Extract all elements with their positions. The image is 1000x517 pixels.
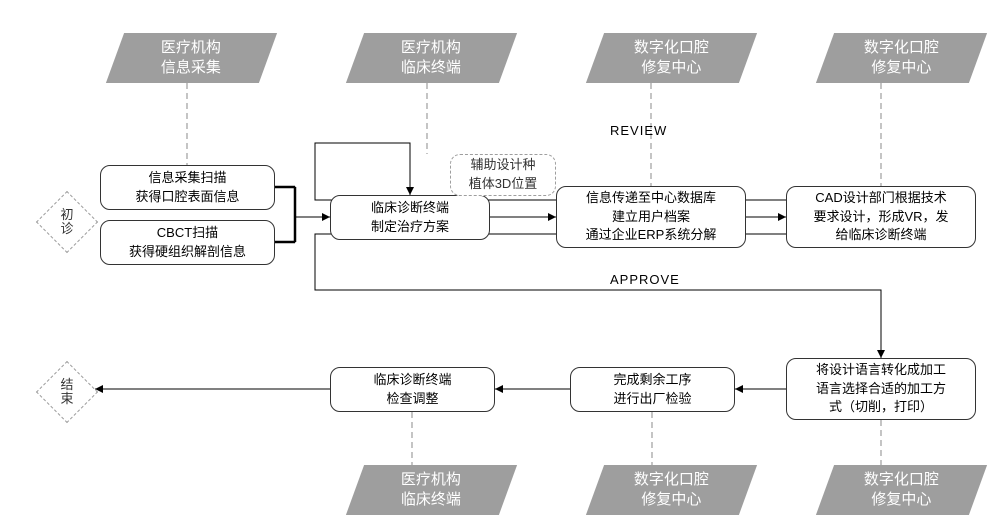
header-h4: 数字化口腔 修复中心 bbox=[816, 33, 987, 83]
node-n4: 信息传递至中心数据库 建立用户档案 通过企业ERP系统分解 bbox=[556, 186, 746, 248]
node-n2: CBCT扫描 获得硬组织解剖信息 bbox=[100, 220, 275, 265]
label-l1: REVIEW bbox=[610, 123, 667, 138]
node-n3: 临床诊断终端 制定治疗方案 bbox=[330, 195, 490, 240]
header-h2: 医疗机构 临床终端 bbox=[346, 33, 517, 83]
node-n7: 完成剩余工序 进行出厂检验 bbox=[570, 367, 735, 412]
diamond-d1: 初 诊 bbox=[45, 200, 89, 244]
label-l2: APPROVE bbox=[610, 272, 680, 287]
node-n5: CAD设计部门根据技术 要求设计，形成VR，发 给临床诊断终端 bbox=[786, 186, 976, 248]
footer-b3: 数字化口腔 修复中心 bbox=[816, 465, 987, 515]
footer-b1: 医疗机构 临床终端 bbox=[346, 465, 517, 515]
dashed-node-dn1: 辅助设计种 植体3D位置 bbox=[450, 154, 556, 196]
node-n1: 信息采集扫描 获得口腔表面信息 bbox=[100, 165, 275, 210]
node-n8: 临床诊断终端 检查调整 bbox=[330, 367, 495, 412]
diamond-d2: 结 束 bbox=[45, 370, 89, 414]
header-h3: 数字化口腔 修复中心 bbox=[586, 33, 757, 83]
header-h1: 医疗机构 信息采集 bbox=[106, 33, 277, 83]
node-n6: 将设计语言转化成加工 语言选择合适的加工方 式（切削，打印） bbox=[786, 358, 976, 420]
footer-b2: 数字化口腔 修复中心 bbox=[586, 465, 757, 515]
